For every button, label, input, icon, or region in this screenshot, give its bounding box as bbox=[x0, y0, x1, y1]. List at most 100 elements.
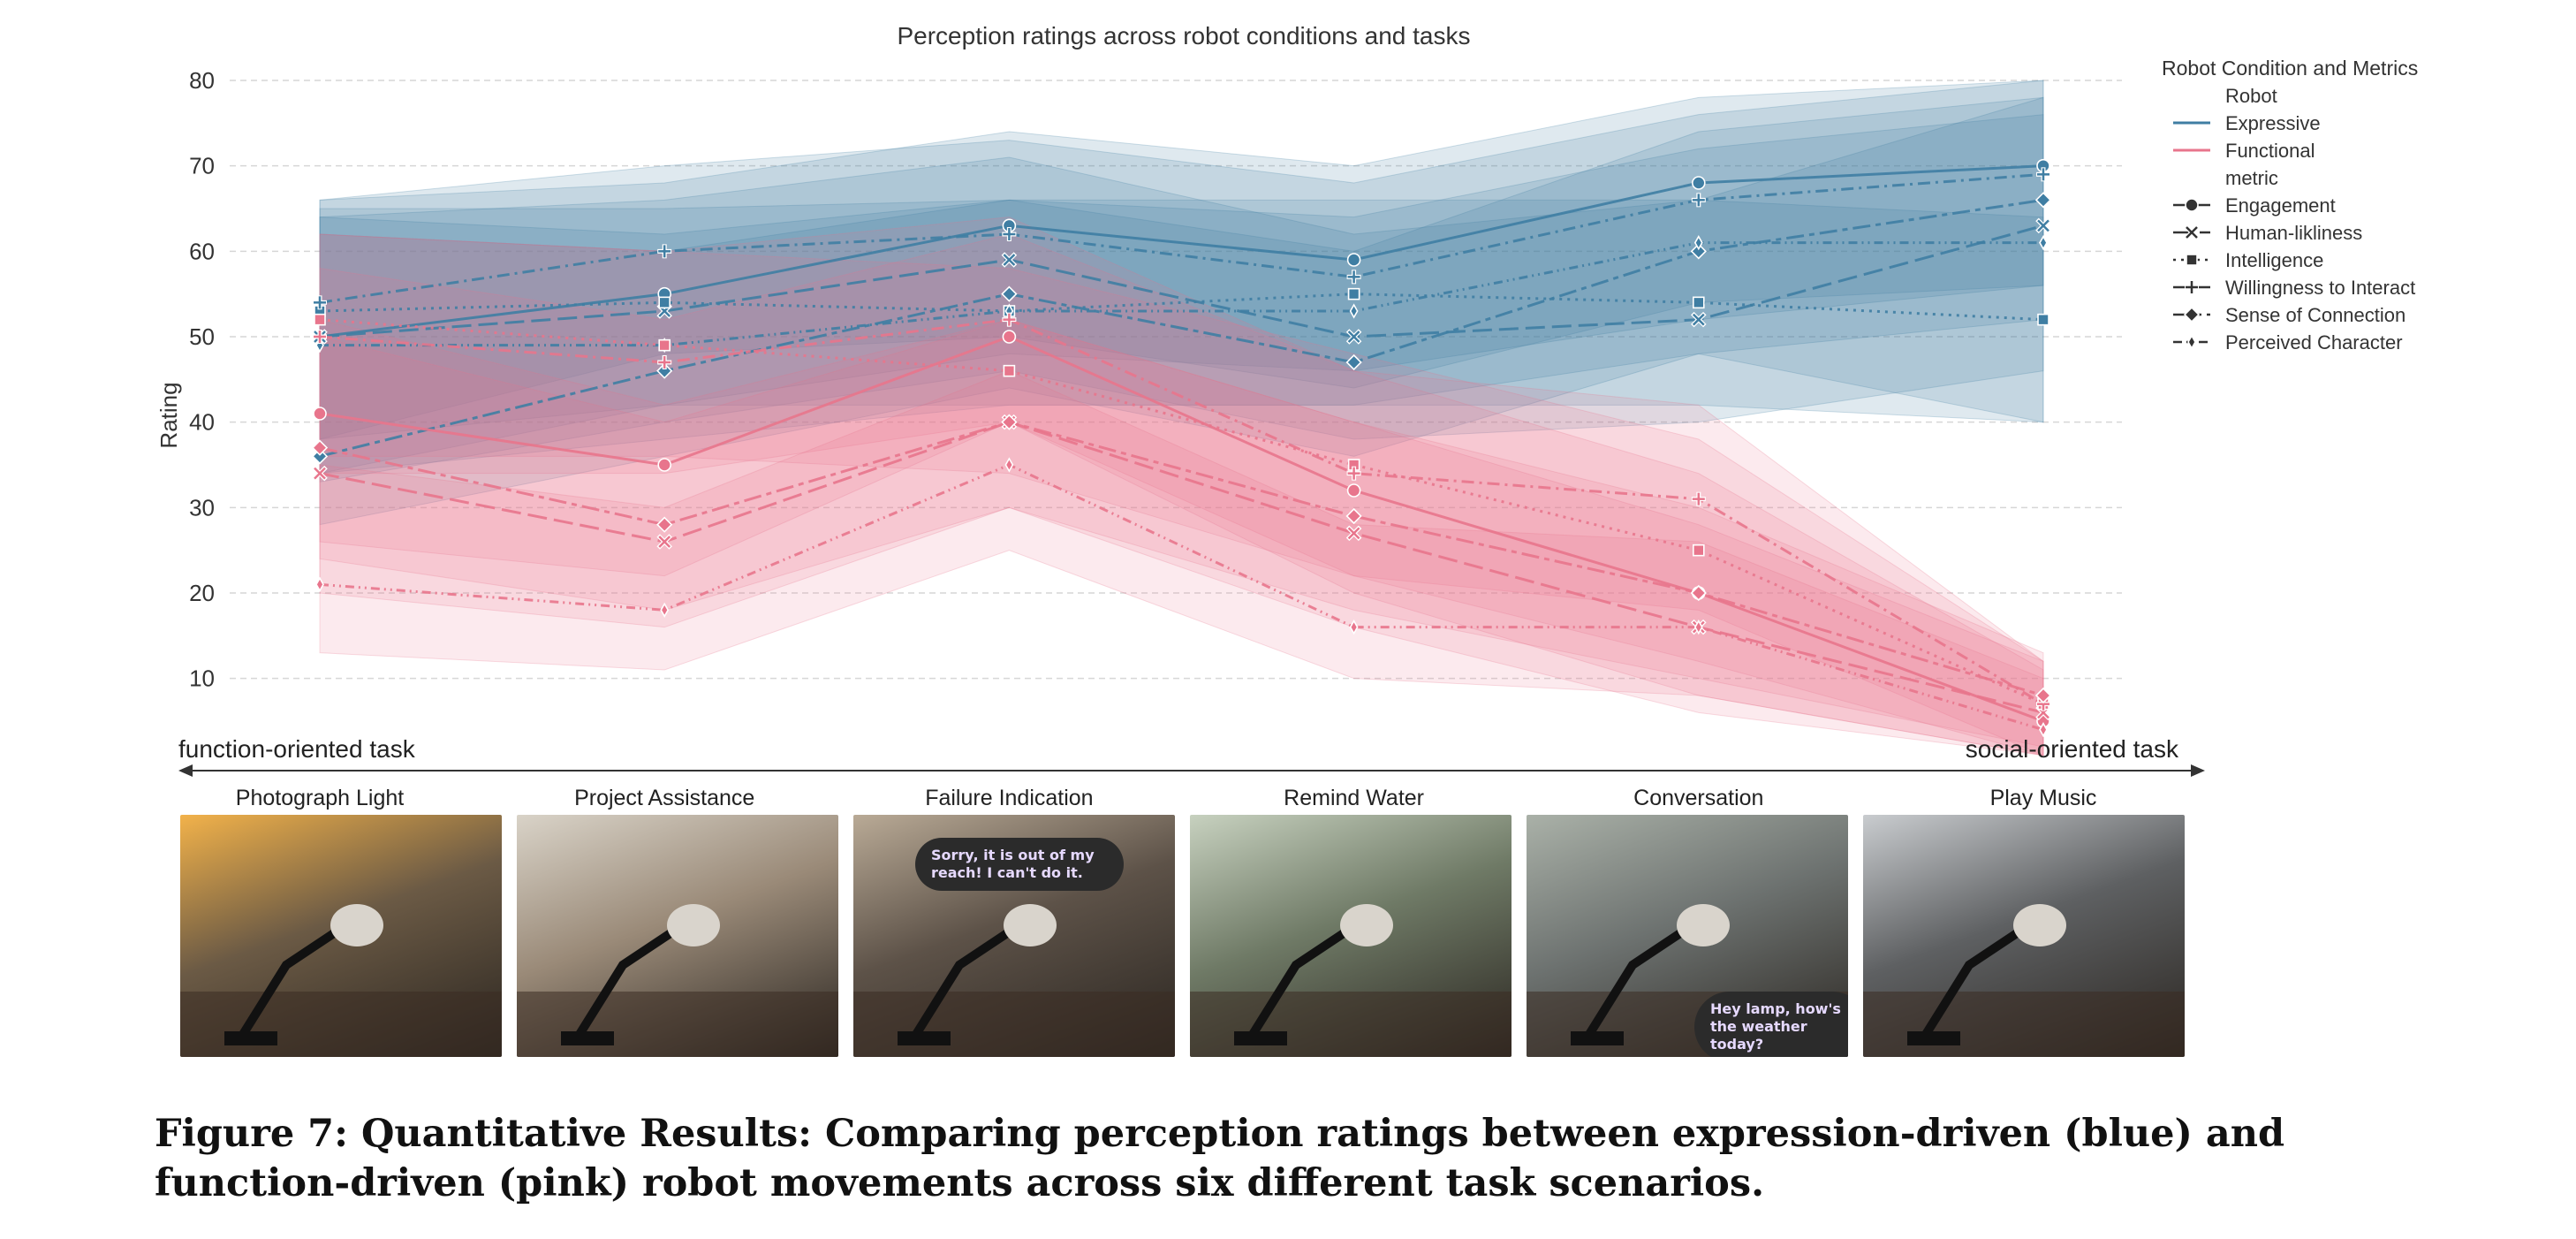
data-point bbox=[2185, 280, 2199, 294]
legend-item-metric: Sense of Connection bbox=[2225, 304, 2406, 326]
series-line-functional bbox=[319, 318, 2044, 706]
data-point bbox=[1692, 176, 1706, 190]
data-point bbox=[656, 362, 673, 379]
data-point bbox=[2034, 192, 2052, 209]
task-labels: Photograph Light Project Assistance Failur… bbox=[236, 786, 2097, 810]
data-point bbox=[1690, 584, 1707, 602]
data-point bbox=[657, 458, 672, 472]
data-point bbox=[1693, 620, 1703, 635]
y-tick-label: 40 bbox=[189, 409, 215, 436]
data-point bbox=[656, 534, 672, 550]
data-point bbox=[2183, 306, 2201, 323]
legend-item-metric: Perceived Character bbox=[2225, 331, 2403, 353]
data-point bbox=[315, 576, 324, 592]
legend-title: Robot Condition and Metrics bbox=[2162, 57, 2418, 80]
data-point bbox=[658, 338, 671, 352]
lamp-robot-icon bbox=[180, 904, 502, 1057]
task-axis-left-label: function-oriented task bbox=[178, 735, 416, 763]
data-point bbox=[314, 313, 326, 326]
task-photo: Hey lamp, how's the weather today? bbox=[1527, 815, 1848, 1057]
task-photo: Sorry, it is out of my reach! I can't do… bbox=[853, 815, 1175, 1057]
legend-item-functional: Functional bbox=[2225, 140, 2315, 162]
data-point bbox=[1345, 507, 1362, 525]
data-point bbox=[1691, 311, 1707, 328]
legend-item-metric: Engagement bbox=[2225, 194, 2336, 217]
lamp-robot-icon bbox=[1863, 904, 2185, 1057]
data-point bbox=[2037, 313, 2049, 326]
series-line-functional bbox=[319, 463, 2044, 732]
legend-item-metric: Intelligence bbox=[2225, 249, 2323, 271]
data-point bbox=[1004, 457, 1014, 473]
data-point bbox=[2184, 224, 2200, 240]
task-axis-right-label: social-oriented task bbox=[1966, 735, 2179, 763]
task-photo bbox=[517, 815, 838, 1057]
task-photo bbox=[1863, 815, 2185, 1057]
speech-bubble: Sorry, it is out of my reach! I can't do… bbox=[915, 838, 1124, 891]
data-point bbox=[313, 295, 327, 310]
task-label: Photograph Light bbox=[236, 786, 404, 810]
data-point bbox=[1693, 543, 1705, 557]
band-expressive bbox=[319, 199, 2044, 440]
legend: Robot Condition and Metrics Robot Express… bbox=[2162, 57, 2418, 353]
data-point bbox=[1345, 525, 1362, 542]
data-point bbox=[2187, 334, 2196, 350]
band-functional bbox=[319, 233, 2044, 756]
task-axis-arrow-right bbox=[2191, 764, 2205, 777]
data-point bbox=[1346, 466, 1361, 481]
band-expressive bbox=[319, 96, 2044, 483]
y-tick-label: 80 bbox=[189, 67, 215, 94]
data-point bbox=[1001, 414, 1018, 430]
data-point bbox=[1345, 329, 1362, 345]
data-point bbox=[2039, 722, 2048, 738]
series-line-functional bbox=[319, 335, 2044, 723]
data-point bbox=[660, 602, 670, 618]
task-label: Failure Indication bbox=[925, 786, 1093, 810]
band-expressive bbox=[319, 80, 2044, 440]
legend-group-metric: metric bbox=[2225, 167, 2278, 189]
data-point bbox=[658, 296, 671, 309]
lamp-robot-icon bbox=[853, 904, 1175, 1057]
task-axis-arrow-left bbox=[178, 764, 193, 777]
data-point bbox=[1691, 491, 1706, 506]
series-line-expressive bbox=[319, 293, 2044, 322]
series-line-functional bbox=[319, 421, 2044, 714]
confidence-bands bbox=[319, 80, 2044, 756]
data-point bbox=[312, 465, 328, 482]
task-label: Conversation bbox=[1633, 786, 1763, 810]
data-point bbox=[2186, 254, 2198, 266]
data-point bbox=[1693, 296, 1705, 309]
y-tick-label: 70 bbox=[189, 153, 215, 179]
series-line-expressive bbox=[319, 198, 2044, 458]
series-line-expressive bbox=[319, 172, 2044, 304]
data-point bbox=[1690, 243, 1707, 260]
data-point bbox=[1002, 330, 1017, 344]
chart-title: Perception ratings across robot conditio… bbox=[897, 22, 1470, 49]
series-line-expressive bbox=[319, 164, 2044, 338]
series-lines bbox=[319, 164, 2044, 732]
data-point bbox=[657, 355, 672, 369]
y-tick-label: 50 bbox=[189, 323, 215, 350]
gridlines bbox=[230, 80, 2122, 680]
task-photo bbox=[180, 815, 502, 1057]
data-point bbox=[1349, 620, 1359, 635]
data-point bbox=[1691, 193, 1706, 208]
data-point bbox=[656, 516, 673, 533]
task-label: Remind Water bbox=[1284, 786, 1424, 810]
series-line-functional bbox=[319, 421, 2044, 697]
series-line-expressive bbox=[320, 241, 2043, 347]
series-line-functional bbox=[319, 318, 2044, 705]
data-point bbox=[2034, 687, 2052, 704]
band-expressive bbox=[319, 80, 2044, 475]
data-point bbox=[2036, 167, 2050, 182]
data-point bbox=[2039, 235, 2048, 251]
series-markers bbox=[311, 158, 2052, 738]
data-point bbox=[313, 330, 327, 344]
task-label: Play Music bbox=[1990, 786, 2097, 810]
task-label: Project Assistance bbox=[574, 786, 754, 810]
lamp-robot-icon bbox=[1190, 904, 1512, 1057]
data-point bbox=[2185, 198, 2199, 212]
y-tick-label: 30 bbox=[189, 494, 215, 521]
task-photo-row: Sorry, it is out of my reach! I can't do… bbox=[180, 815, 2186, 1057]
data-point bbox=[1346, 253, 1361, 267]
data-point bbox=[1346, 483, 1361, 498]
